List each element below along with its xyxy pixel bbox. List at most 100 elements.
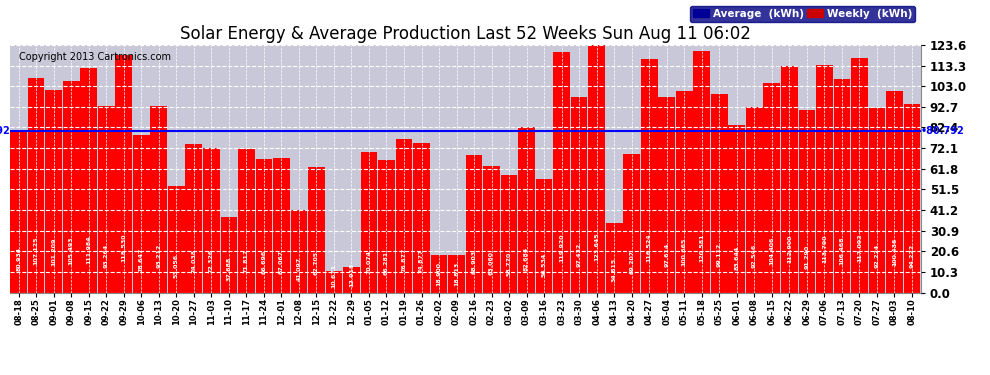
Bar (378, 160, 395, 292)
Bar (658, 97, 675, 292)
Bar (98, 106, 115, 292)
Text: 18.813: 18.813 (454, 262, 459, 286)
Text: 97.432: 97.432 (576, 243, 582, 267)
Legend: Average  (kWh), Weekly  (kWh): Average (kWh), Weekly (kWh) (690, 6, 916, 22)
Bar (641, 59, 657, 292)
Bar (536, 179, 552, 292)
Text: 67.067: 67.067 (279, 250, 284, 274)
Bar (606, 223, 623, 292)
Text: 56.534: 56.534 (542, 253, 546, 277)
Text: 83.644: 83.644 (735, 246, 740, 270)
Text: 63.060: 63.060 (489, 251, 494, 275)
Bar (10, 130, 27, 292)
Text: 74.877: 74.877 (419, 248, 424, 273)
Bar (519, 127, 535, 292)
Text: 112.900: 112.900 (787, 235, 792, 263)
Text: 74.038: 74.038 (191, 249, 196, 273)
Text: 69.207: 69.207 (630, 250, 635, 274)
Bar (360, 152, 377, 292)
Bar (63, 81, 79, 292)
Bar (624, 154, 640, 292)
Text: 41.097: 41.097 (296, 256, 301, 280)
Text: 12.918: 12.918 (348, 263, 354, 287)
Text: 113.790: 113.790 (822, 235, 827, 263)
Bar (904, 104, 921, 292)
Text: 34.815: 34.815 (612, 258, 617, 282)
Text: 37.688: 37.688 (227, 257, 232, 282)
Bar (273, 158, 290, 292)
Bar (326, 271, 343, 292)
Text: 94.222: 94.222 (910, 244, 915, 268)
Bar (80, 68, 97, 292)
Bar (203, 148, 220, 292)
Bar (465, 154, 482, 292)
Bar (763, 83, 780, 292)
Text: 80.934: 80.934 (16, 247, 21, 271)
Text: 111.984: 111.984 (86, 235, 91, 264)
Bar (28, 78, 45, 292)
Text: 71.812: 71.812 (244, 249, 248, 273)
Bar (834, 79, 850, 292)
Bar (185, 144, 202, 292)
Bar (501, 175, 518, 292)
Bar (676, 91, 693, 292)
Bar (746, 107, 762, 292)
Bar (150, 106, 167, 292)
Text: 104.406: 104.406 (769, 237, 774, 266)
Bar (816, 64, 833, 292)
Text: 78.647: 78.647 (139, 248, 144, 272)
Text: 106.468: 106.468 (840, 236, 844, 265)
Bar (221, 217, 238, 292)
Bar (571, 98, 587, 292)
Bar (291, 210, 307, 292)
Title: Solar Energy & Average Production Last 52 Weeks Sun Aug 11 06:02: Solar Energy & Average Production Last 5… (180, 26, 750, 44)
Text: 68.903: 68.903 (471, 250, 476, 274)
Bar (431, 255, 447, 292)
Bar (116, 55, 132, 292)
Text: 93.212: 93.212 (156, 244, 161, 268)
Bar (238, 149, 254, 292)
Text: 120.581: 120.581 (699, 233, 704, 261)
Text: 99.112: 99.112 (717, 242, 722, 267)
Text: •80.792: •80.792 (921, 126, 964, 136)
Text: Copyright 2013 Cartronics.com: Copyright 2013 Cartronics.com (19, 53, 171, 62)
Bar (886, 92, 903, 292)
Text: •80.792: •80.792 (0, 126, 10, 136)
Bar (255, 159, 272, 292)
Text: 76.877: 76.877 (402, 248, 407, 272)
Text: 92.224: 92.224 (874, 244, 879, 268)
Text: 105.493: 105.493 (68, 237, 73, 265)
Bar (588, 45, 605, 292)
Bar (851, 58, 867, 292)
Text: 123.645: 123.645 (594, 232, 599, 261)
Bar (133, 135, 149, 292)
Text: 118.530: 118.530 (121, 234, 127, 262)
Text: 10.671: 10.671 (332, 264, 337, 288)
Text: 66.281: 66.281 (384, 251, 389, 274)
Bar (799, 110, 815, 292)
Text: 93.264: 93.264 (104, 244, 109, 268)
Bar (868, 108, 885, 292)
Text: 101.209: 101.209 (51, 238, 56, 266)
Text: 107.125: 107.125 (34, 236, 39, 265)
Text: 100.665: 100.665 (682, 238, 687, 266)
Text: 91.290: 91.290 (804, 244, 810, 268)
Text: 82.684: 82.684 (524, 246, 529, 271)
Bar (483, 166, 500, 292)
Bar (711, 94, 728, 292)
Bar (308, 167, 325, 292)
Text: 116.524: 116.524 (646, 234, 651, 262)
Text: 92.546: 92.546 (751, 244, 756, 268)
Bar (781, 66, 798, 292)
Text: 117.092: 117.092 (857, 234, 862, 262)
Bar (553, 53, 570, 292)
Text: 66.696: 66.696 (261, 250, 266, 274)
Text: 53.056: 53.056 (174, 254, 179, 278)
Bar (413, 142, 430, 292)
Text: 70.074: 70.074 (366, 250, 371, 274)
Bar (729, 125, 745, 292)
Bar (46, 90, 62, 292)
Text: 97.614: 97.614 (664, 243, 669, 267)
Text: 18.900: 18.900 (437, 262, 442, 286)
Text: 62.705: 62.705 (314, 251, 319, 275)
